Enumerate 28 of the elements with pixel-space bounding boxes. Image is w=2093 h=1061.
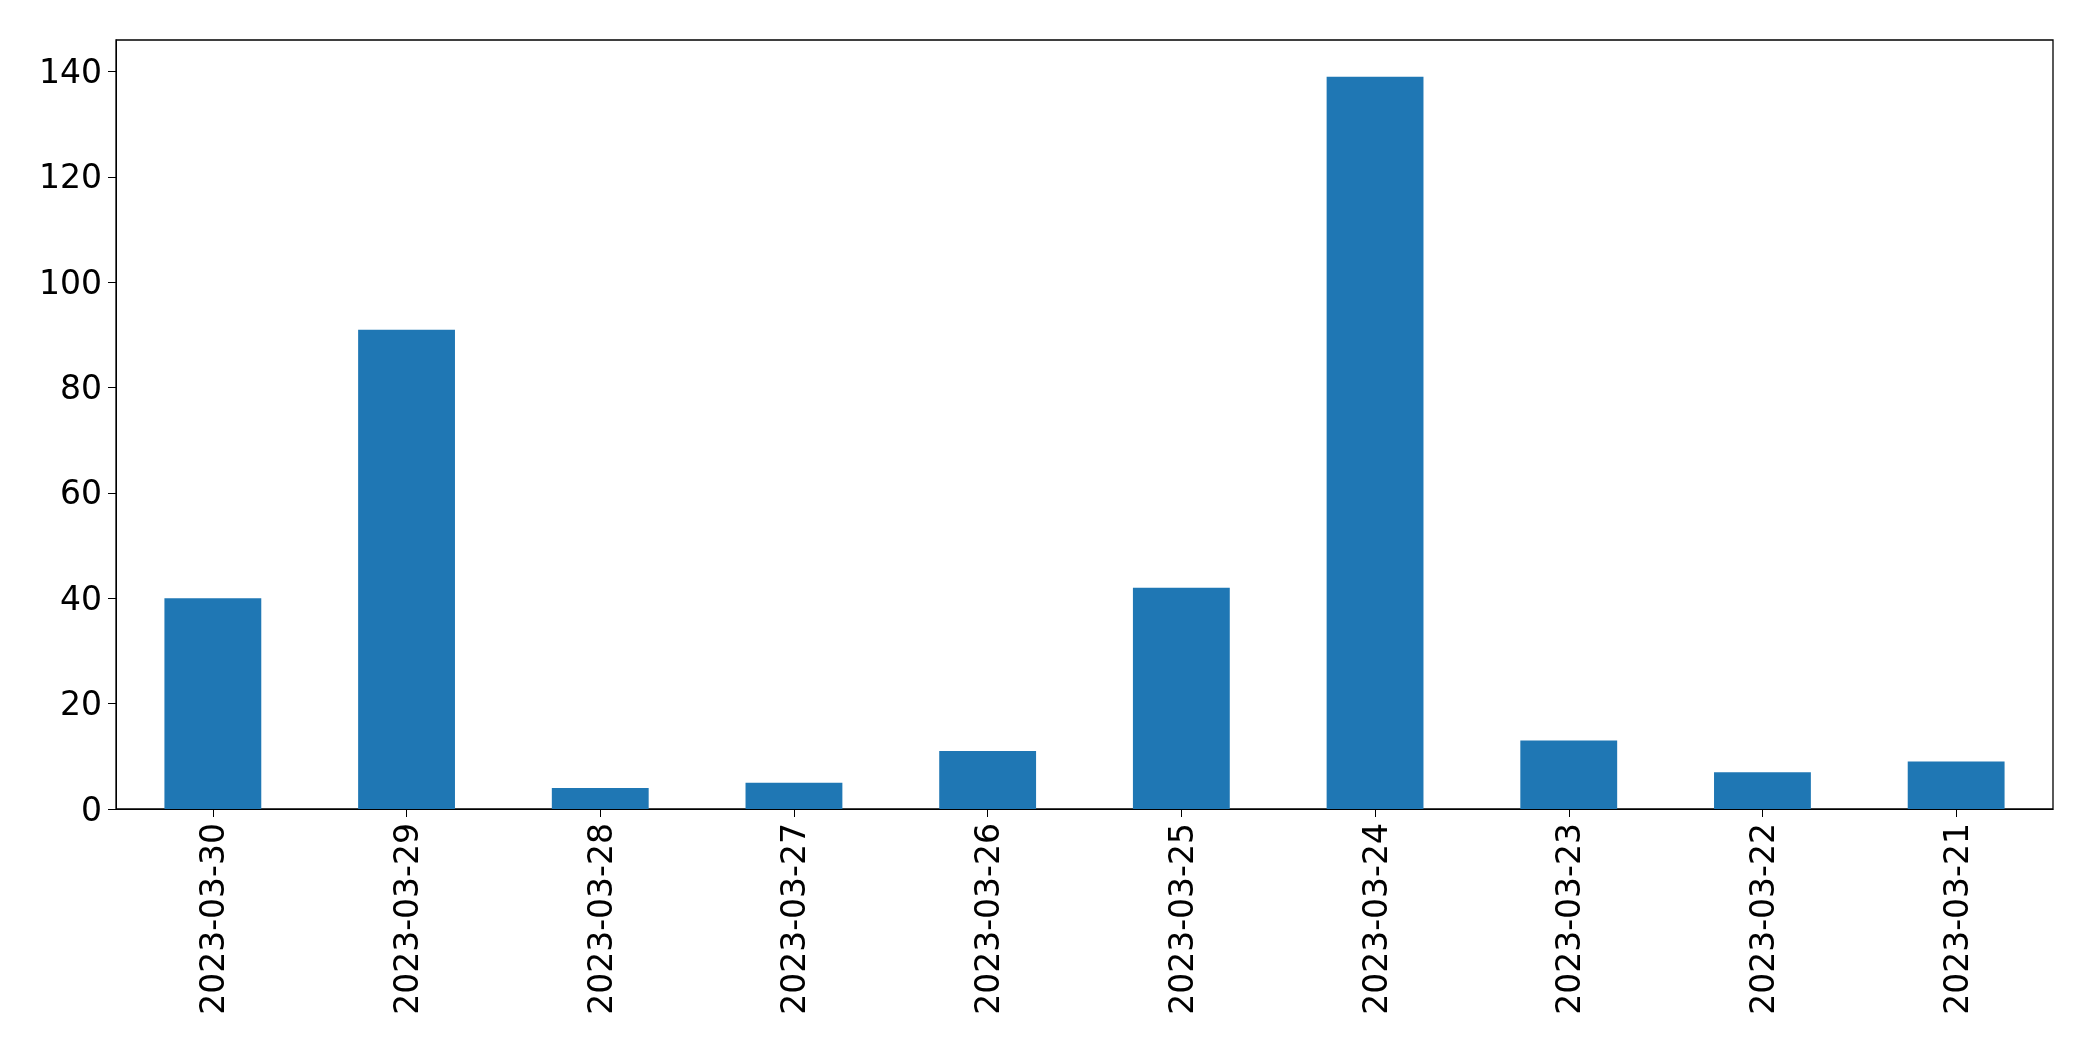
x-tick-label: 2023-03-28 [580, 823, 620, 1015]
y-tick-label: 140 [39, 52, 102, 92]
y-tick-label: 80 [60, 368, 102, 408]
bar [745, 782, 843, 809]
bar [551, 787, 649, 809]
bar [1132, 587, 1230, 809]
bar [1520, 740, 1618, 809]
y-tick-label: 20 [60, 684, 102, 724]
bar [1326, 76, 1424, 809]
bar [358, 329, 455, 809]
x-tick-label: 2023-03-22 [1742, 823, 1782, 1015]
bar [164, 598, 262, 809]
x-tick-label: 2023-03-24 [1355, 823, 1395, 1015]
y-tick-label: 40 [60, 578, 102, 618]
x-tick-label: 2023-03-21 [1936, 823, 1976, 1015]
y-tick-label: 120 [39, 157, 102, 197]
x-tick-label: 2023-03-29 [387, 823, 427, 1015]
bar [939, 751, 1037, 809]
x-tick-label: 2023-03-27 [774, 823, 814, 1015]
x-tick-label: 2023-03-23 [1549, 823, 1589, 1015]
bar [1907, 761, 2005, 809]
y-tick-label: 60 [60, 473, 102, 513]
y-tick-label: 0 [81, 789, 102, 829]
bar [1714, 772, 1811, 809]
x-tick-label: 2023-03-26 [968, 823, 1008, 1015]
x-tick-label: 2023-03-25 [1161, 823, 1201, 1015]
y-tick-label: 100 [39, 262, 102, 302]
x-tick-label: 2023-03-30 [193, 823, 233, 1015]
